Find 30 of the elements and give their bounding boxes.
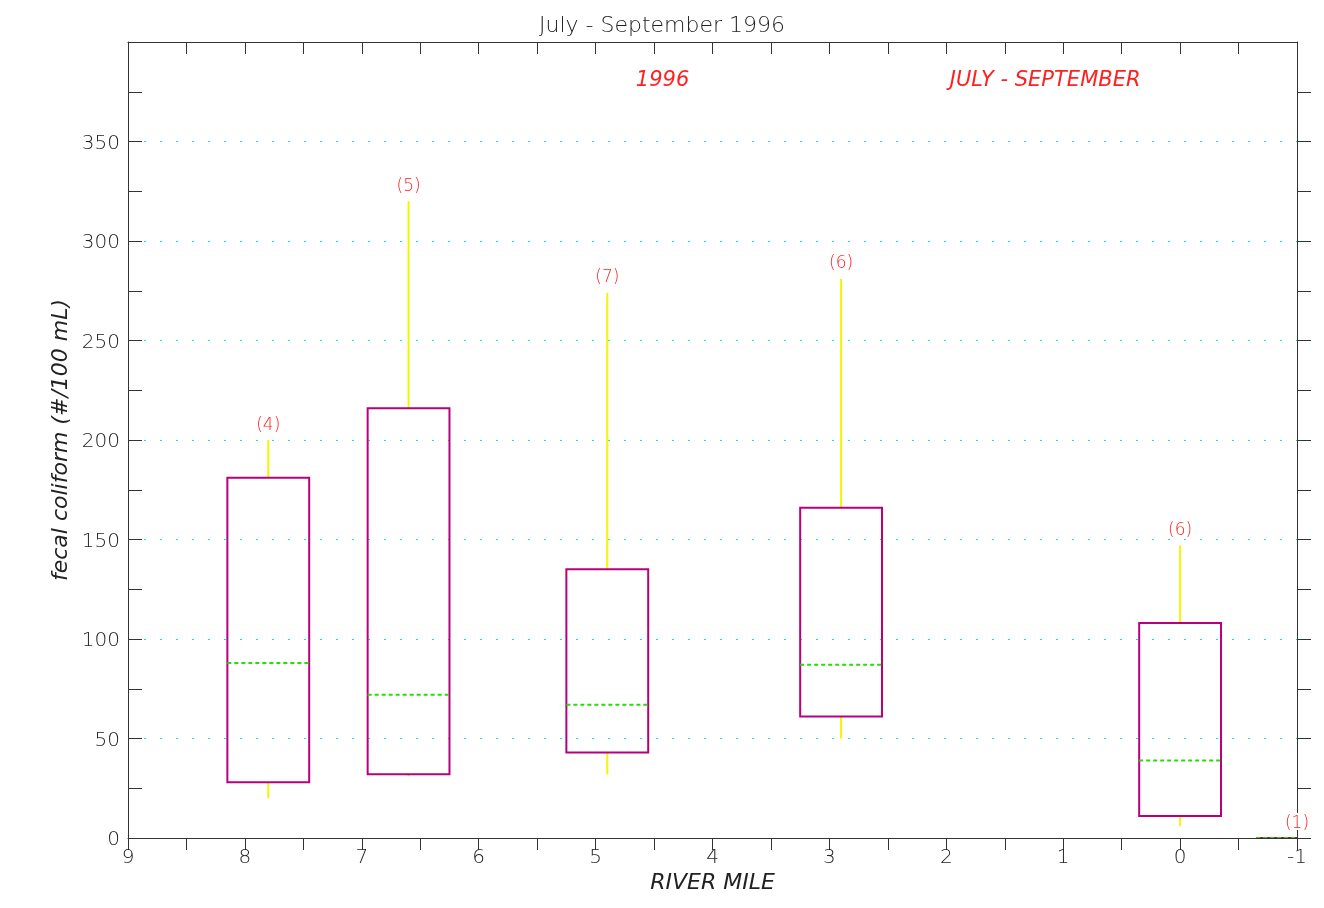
y-tick-label: 300 [81,229,120,253]
x-tick-label: 8 [238,844,252,868]
y-tick-label: 100 [81,627,120,651]
annotation: (1) [1284,811,1310,832]
annotation: (6) [1168,518,1193,539]
x-axis-title: RIVER MILE [650,869,775,895]
x-tick-label: -1 [1287,844,1307,868]
annotation: (7) [595,266,620,287]
y-tick-label: 150 [81,527,120,552]
x-tick-label: 1 [1056,844,1070,868]
y-tick-label: 250 [81,328,120,353]
x-tick-label: 9 [121,844,135,868]
y-tick-label: 200 [81,428,120,452]
annotation: 1996 [635,66,690,91]
x-tick-label: 7 [355,844,369,868]
x-tick-label: 3 [823,844,836,868]
y-tick-label: 350 [81,129,120,154]
y-axis-title: fecal coliform (#/100 mL) [46,298,72,582]
annotation: JULY - SEPTEMBER [945,66,1141,91]
chart-title: July - September 1996 [538,11,786,37]
y-tick-label: 50 [94,726,120,751]
x-tick-label: 0 [1173,844,1187,868]
annotation: (5) [396,174,421,195]
x-tick-label: 5 [589,844,602,868]
annotation: (6) [829,252,854,273]
y-tick-label: 0 [107,826,120,850]
x-tick-label: 6 [472,844,486,868]
x-tick-label: 2 [939,844,953,868]
annotation: (4) [256,413,281,434]
x-tick-label: 4 [706,844,719,868]
